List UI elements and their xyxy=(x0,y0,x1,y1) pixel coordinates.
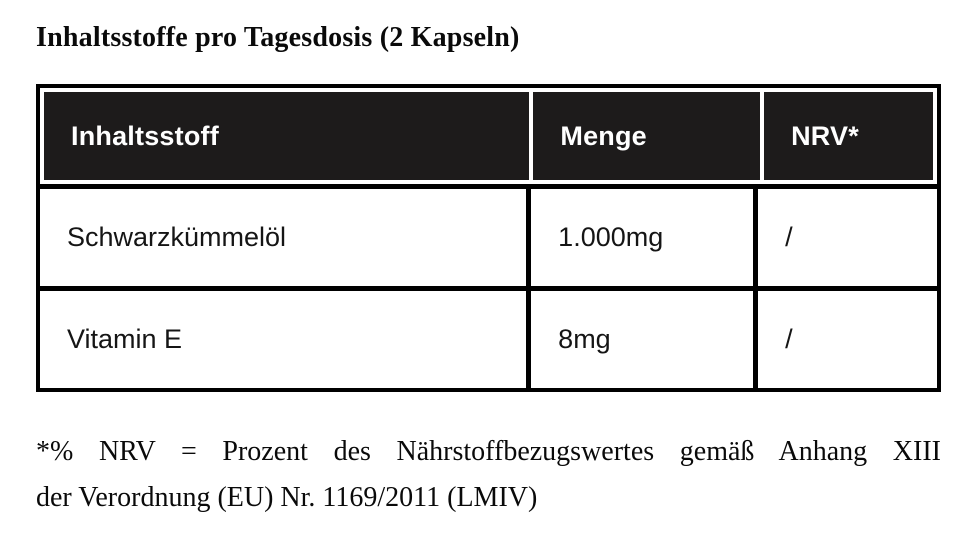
cell-amount: 1.000mg xyxy=(526,189,753,286)
cell-nrv-value: / xyxy=(753,189,937,286)
header-cell-nrv: NRV* xyxy=(764,92,933,180)
cell-ingredient-name: Schwarzkümmelöl xyxy=(67,222,287,252)
nrv-footnote-line2: der Verordnung (EU) Nr. 1169/2011 (LMIV) xyxy=(36,482,538,513)
header-cell-amount: Menge xyxy=(533,92,761,180)
cell-amount: 8mg xyxy=(526,291,753,388)
header-cell-ingredient: Inhaltsstoff xyxy=(44,92,530,180)
cell-ingredient-name: Vitamin E xyxy=(67,324,183,354)
ingredients-table: Inhaltsstoff Menge NRV* Schwarzkümmelöl … xyxy=(36,84,941,392)
table-header-row: Inhaltsstoff Menge NRV* xyxy=(40,88,937,184)
table-row: Vitamin E 8mg / xyxy=(40,286,937,388)
table-row: Schwarzkümmelöl 1.000mg / xyxy=(40,184,937,286)
nrv-footnote: *% NRV = Prozent des Nährstoffbezugswert… xyxy=(36,429,941,521)
cell-nrv-value: / xyxy=(753,291,937,388)
section-title: Inhaltsstoffe pro Tagesdosis (2 Kapseln) xyxy=(36,22,520,53)
nrv-footnote-line1: *% NRV = Prozent des Nährstoffbezugswert… xyxy=(36,436,941,467)
